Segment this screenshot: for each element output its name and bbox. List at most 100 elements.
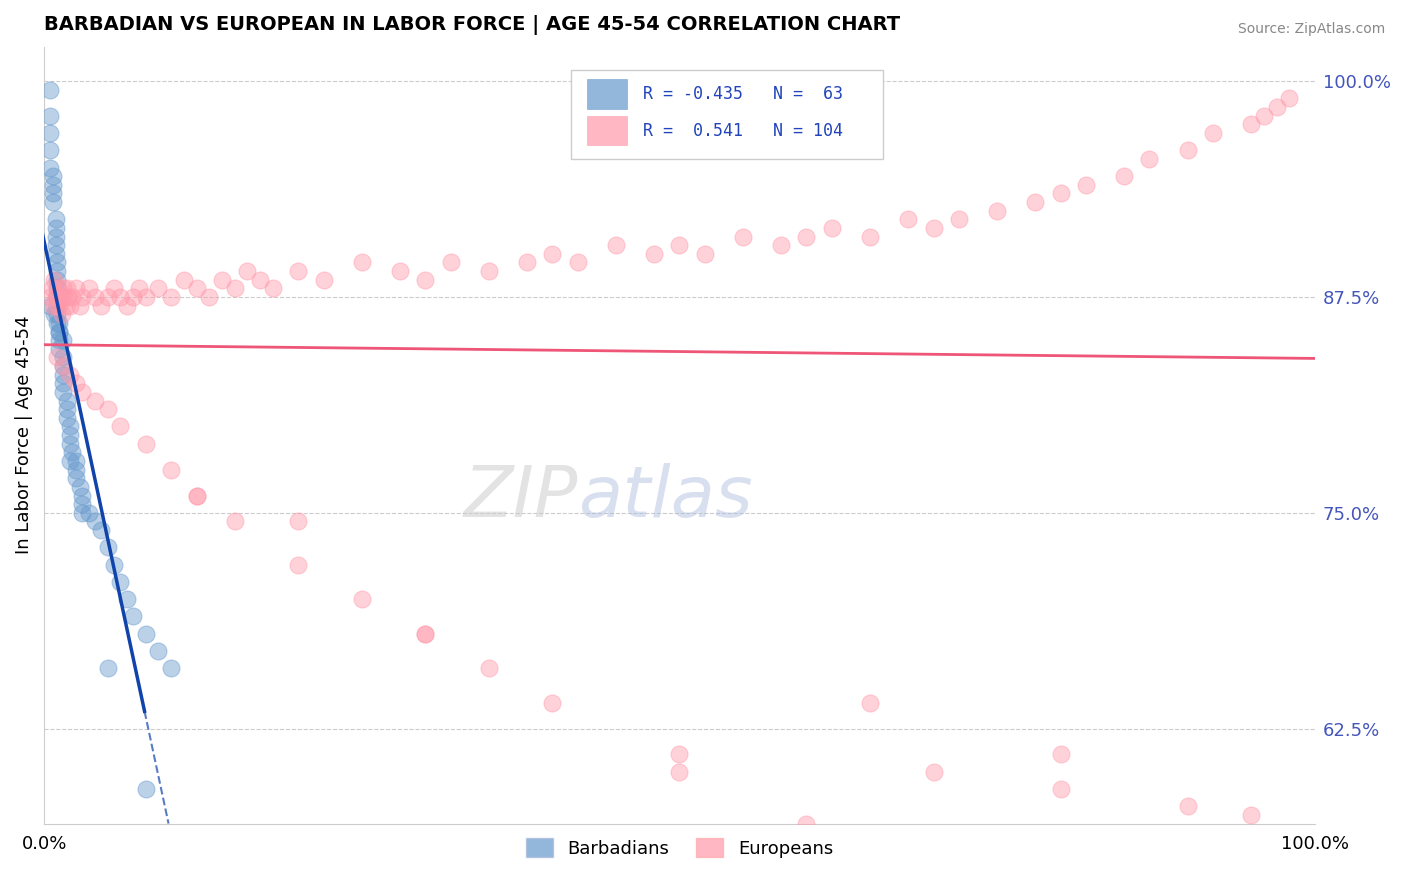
Point: [52, 359, 75, 373]
Point: [45, 290, 67, 304]
Point: [236, 264, 259, 278]
Point: [90, 299, 112, 313]
Point: [948, 212, 970, 227]
Point: [731, 229, 754, 244]
Point: [287, 264, 309, 278]
Point: [45, 238, 67, 252]
Point: [128, 281, 150, 295]
Point: [77, 281, 100, 295]
Point: [52, 376, 75, 391]
Point: [90, 523, 112, 537]
Point: [135, 290, 157, 304]
Point: [65, 462, 87, 476]
Point: [48, 325, 70, 339]
Point: [60, 445, 83, 459]
Point: [45, 229, 67, 244]
Point: [58, 368, 80, 382]
Point: [45, 290, 67, 304]
Point: [388, 264, 411, 278]
Point: [922, 221, 945, 235]
Point: [1240, 808, 1263, 822]
FancyBboxPatch shape: [586, 116, 627, 145]
Point: [70, 384, 93, 399]
Point: [1177, 799, 1199, 814]
Point: [58, 290, 80, 304]
Point: [52, 368, 75, 382]
Point: [60, 290, 83, 304]
Point: [70, 506, 93, 520]
Point: [224, 515, 246, 529]
Point: [287, 558, 309, 572]
Point: [1177, 143, 1199, 157]
Point: [643, 247, 665, 261]
Point: [1139, 152, 1161, 166]
Point: [478, 264, 501, 278]
Point: [51, 307, 73, 321]
Point: [122, 290, 145, 304]
Point: [160, 462, 183, 476]
Point: [42, 178, 65, 192]
Point: [312, 273, 335, 287]
Point: [148, 281, 170, 295]
Point: [262, 281, 284, 295]
Point: [186, 281, 208, 295]
Point: [45, 281, 67, 295]
Point: [668, 764, 690, 779]
Point: [48, 325, 70, 339]
Point: [58, 419, 80, 434]
Point: [45, 299, 67, 313]
Point: [77, 506, 100, 520]
Y-axis label: In Labor Force | Age 45-54: In Labor Force | Age 45-54: [15, 316, 32, 555]
Point: [42, 195, 65, 210]
Point: [41, 281, 63, 295]
Point: [52, 281, 75, 295]
Point: [46, 281, 69, 295]
Point: [350, 592, 373, 607]
Point: [45, 351, 67, 365]
Point: [668, 747, 690, 762]
Point: [541, 247, 564, 261]
Text: R = -0.435   N =  63: R = -0.435 N = 63: [643, 85, 842, 103]
Point: [45, 264, 67, 278]
Point: [922, 764, 945, 779]
Point: [1265, 100, 1288, 114]
Point: [97, 541, 120, 555]
Point: [45, 212, 67, 227]
Point: [65, 454, 87, 468]
Point: [516, 255, 538, 269]
Point: [45, 307, 67, 321]
Point: [45, 299, 67, 313]
Text: ZIP: ZIP: [464, 463, 578, 532]
Point: [97, 290, 120, 304]
Point: [122, 609, 145, 624]
Point: [605, 238, 627, 252]
Point: [148, 644, 170, 658]
Point: [249, 273, 271, 287]
Point: [56, 402, 79, 417]
Point: [52, 359, 75, 373]
Point: [39, 109, 62, 123]
Point: [52, 384, 75, 399]
Point: [413, 626, 436, 640]
Point: [211, 273, 233, 287]
Point: [45, 247, 67, 261]
Point: [110, 290, 132, 304]
Point: [478, 661, 501, 675]
Point: [986, 203, 1008, 218]
Point: [48, 299, 70, 313]
Point: [173, 273, 195, 287]
Point: [160, 661, 183, 675]
Point: [58, 454, 80, 468]
Point: [42, 169, 65, 183]
Point: [1074, 178, 1097, 192]
Point: [58, 428, 80, 442]
Text: Source: ZipAtlas.com: Source: ZipAtlas.com: [1237, 22, 1385, 37]
FancyBboxPatch shape: [586, 79, 627, 109]
Point: [45, 273, 67, 287]
Point: [541, 696, 564, 710]
Point: [567, 255, 589, 269]
Point: [350, 255, 373, 269]
Point: [440, 255, 463, 269]
Point: [48, 333, 70, 347]
Text: BARBADIAN VS EUROPEAN IN LABOR FORCE | AGE 45-54 CORRELATION CHART: BARBADIAN VS EUROPEAN IN LABOR FORCE | A…: [44, 15, 900, 35]
